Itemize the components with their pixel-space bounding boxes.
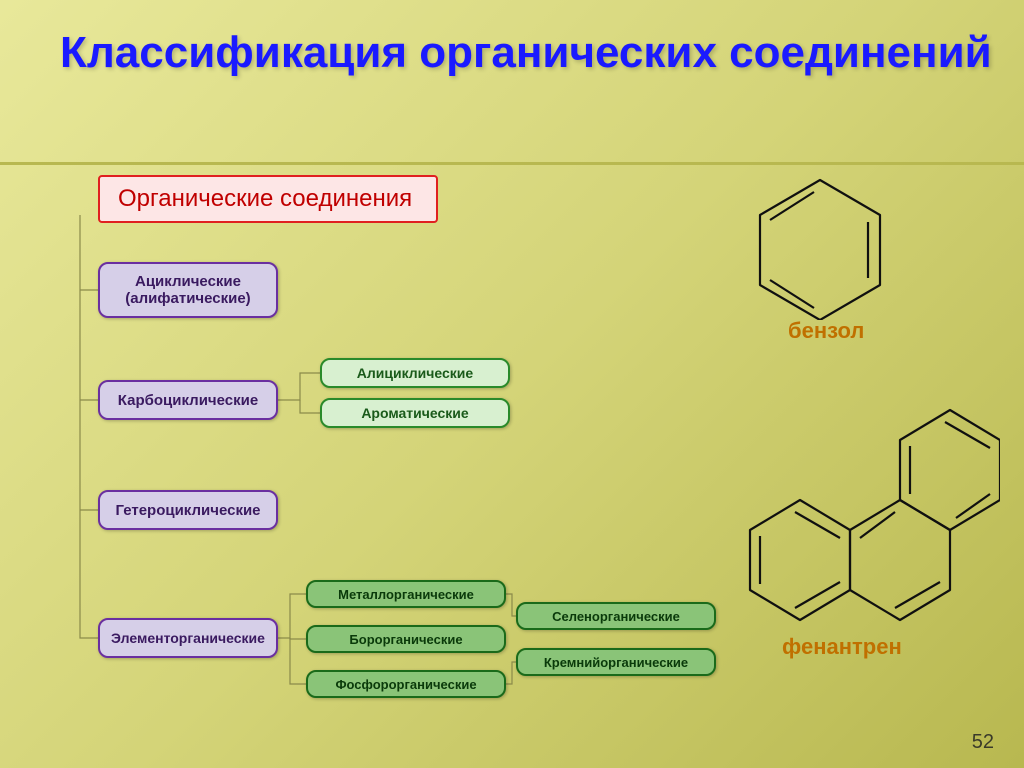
phenanthrene-structure xyxy=(680,380,1000,630)
subcategory-node: Алициклические xyxy=(320,358,510,388)
slide: Классификация органических соединений Ор… xyxy=(0,0,1024,768)
category-node: Карбоциклические xyxy=(98,380,278,420)
leaf-node: Фосфорорганические xyxy=(306,670,506,698)
benzene-structure xyxy=(740,170,900,320)
slide-title: Классификация органических соединений xyxy=(60,28,992,79)
page-number: 52 xyxy=(972,731,994,754)
accent-line xyxy=(0,162,1024,165)
category-node: Гетероциклические xyxy=(98,490,278,530)
category-node: Элементорганические xyxy=(98,618,278,658)
leaf-node: Борорганические xyxy=(306,625,506,653)
leaf-node: Металлорганические xyxy=(306,580,506,608)
benzene-label: бензол xyxy=(788,318,864,344)
phenanthrene-label: фенантрен xyxy=(782,634,902,660)
category-node: Ациклические (алифатические) xyxy=(98,262,278,318)
leaf-node: Кремнийорганические xyxy=(516,648,716,676)
root-node: Органические соединения xyxy=(98,175,438,223)
subcategory-node: Ароматические xyxy=(320,398,510,428)
